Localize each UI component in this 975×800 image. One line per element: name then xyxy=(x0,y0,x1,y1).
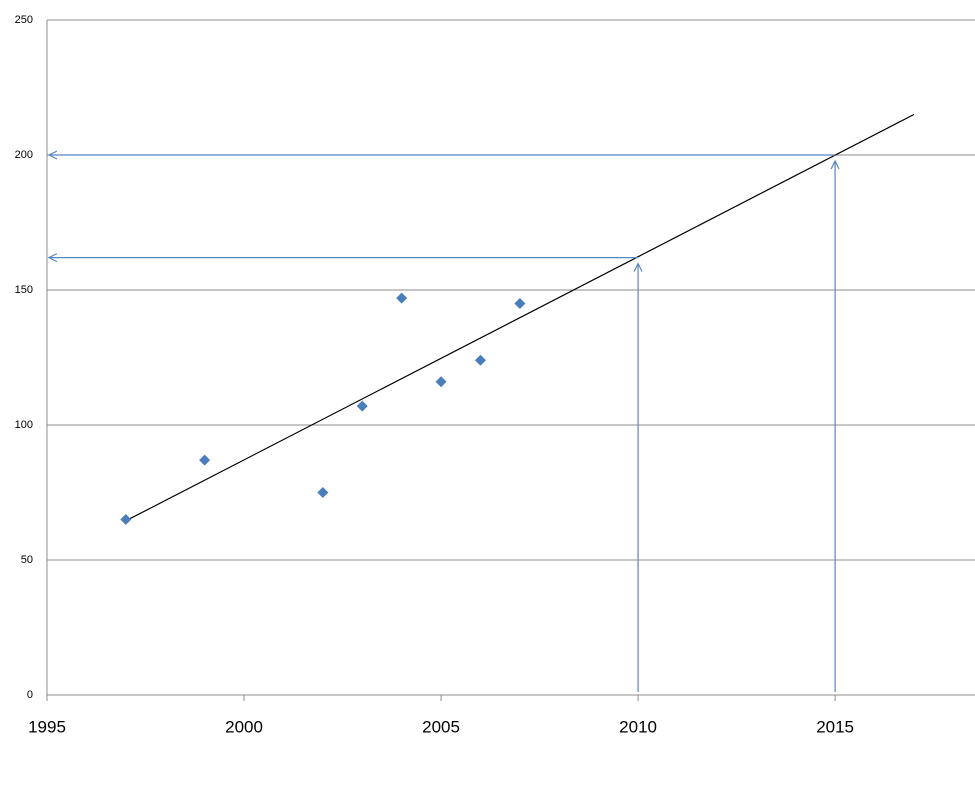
y-tick-label: 150 xyxy=(15,284,33,296)
point xyxy=(474,354,486,366)
x-tick-label: 2005 xyxy=(422,717,460,736)
point xyxy=(514,298,526,309)
arrow-head xyxy=(633,262,643,272)
point xyxy=(120,514,132,525)
point xyxy=(199,454,211,466)
arrow-head xyxy=(47,150,58,160)
trendline xyxy=(125,113,915,522)
y-tick-label: 0 xyxy=(27,689,33,701)
point xyxy=(435,376,447,388)
x-tick-label: 2000 xyxy=(225,717,263,736)
y-tick-label: 50 xyxy=(21,554,33,566)
arrow-head xyxy=(830,159,840,170)
point xyxy=(356,400,368,412)
y-tick-label: 250 xyxy=(15,14,33,26)
arrow-head xyxy=(47,253,58,263)
y-tick-label: 100 xyxy=(15,419,33,431)
x-tick-label: 2015 xyxy=(816,717,854,736)
x-tick-label: 2010 xyxy=(619,717,657,736)
x-tick-label: 1995 xyxy=(28,717,66,736)
y-tick-label: 200 xyxy=(15,149,33,161)
point xyxy=(396,292,408,304)
point xyxy=(317,487,329,498)
